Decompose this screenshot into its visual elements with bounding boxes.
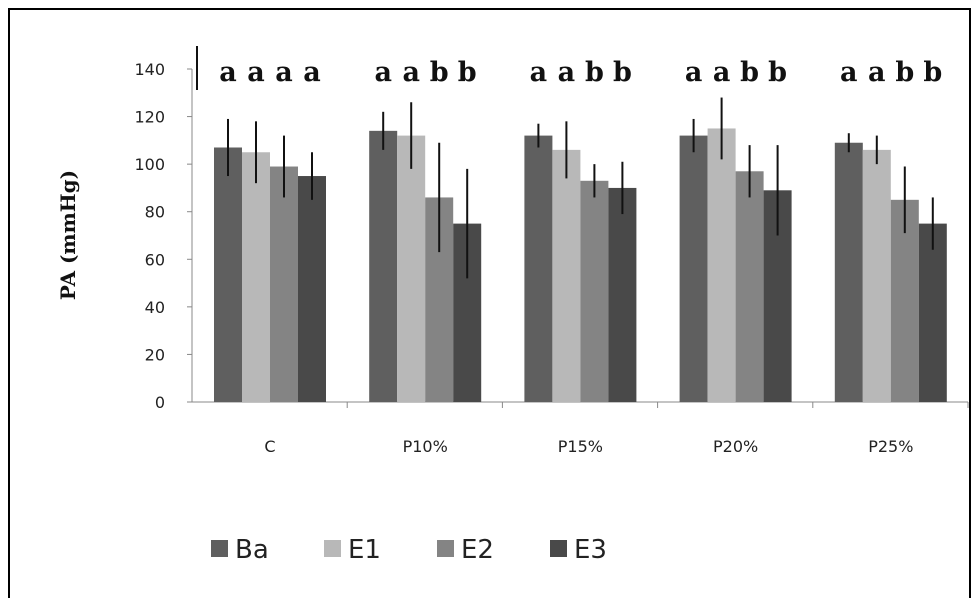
bar	[270, 166, 298, 402]
bar	[707, 128, 736, 402]
y-tick-label: 100	[134, 155, 165, 174]
figure-frame	[8, 8, 971, 598]
significance-letter: b	[613, 57, 632, 88]
bar	[862, 149, 891, 402]
bar	[242, 152, 270, 402]
x-tick-label: P25%	[868, 437, 913, 456]
bar	[735, 171, 764, 402]
legend-swatch	[437, 540, 454, 557]
significance-letter: b	[430, 57, 449, 88]
bars	[214, 128, 947, 403]
bar	[214, 147, 242, 402]
significance-letter: a	[275, 57, 293, 88]
legend: Ba E1 E2 E3	[211, 535, 607, 565]
bar	[608, 187, 637, 402]
legend-label: E2	[461, 535, 494, 565]
significance-letter: b	[458, 57, 477, 88]
significance-letter: a	[374, 57, 392, 88]
significance-letter: b	[895, 57, 914, 88]
bar	[890, 199, 919, 402]
significance-letter: a	[530, 57, 548, 88]
significance-letter: b	[768, 57, 787, 88]
legend-swatch	[211, 540, 228, 557]
y-tick-label: 60	[145, 250, 165, 269]
y-tick-label: 0	[155, 393, 165, 412]
bar	[552, 149, 581, 402]
y-tick-label: 80	[145, 203, 165, 222]
significance-letter: b	[923, 57, 942, 88]
y-tick-label: 120	[134, 108, 165, 127]
x-tick-label: P15%	[558, 437, 603, 456]
bar	[397, 135, 426, 402]
legend-swatch	[324, 540, 341, 557]
y-tick-label: 140	[134, 60, 165, 79]
bar	[580, 180, 609, 402]
significance-letter: b	[740, 57, 759, 88]
significance-letter: a	[558, 57, 576, 88]
y-tick-label: 20	[145, 345, 165, 364]
legend-swatch	[550, 540, 567, 557]
significance-letter: a	[713, 57, 731, 88]
x-tick-label: P20%	[713, 437, 758, 456]
x-tick-label: P10%	[403, 437, 448, 456]
y-tick-label: 40	[145, 298, 165, 317]
bar	[834, 142, 863, 402]
y-axis-title-group: PA (mmHg)	[56, 170, 80, 300]
legend-label: E3	[574, 535, 607, 565]
bar	[524, 135, 553, 402]
bar	[679, 135, 708, 402]
bar	[298, 176, 326, 402]
significance-letter: a	[840, 57, 858, 88]
axes: 0 20 40 60 80 100 120 140 C P10% P15% P20% P25%	[134, 60, 969, 456]
significance-letter: a	[402, 57, 420, 88]
significance-letter: a	[868, 57, 886, 88]
legend-label: Ba	[235, 535, 269, 565]
y-axis-title: PA (mmHg)	[56, 170, 80, 300]
x-tick-label: C	[264, 437, 275, 456]
significance-letter: b	[585, 57, 604, 88]
significance-letter: a	[685, 57, 703, 88]
error-bars	[227, 97, 934, 279]
significance-letter: a	[247, 57, 265, 88]
bar	[918, 223, 947, 402]
bar	[369, 130, 398, 403]
legend-label: E1	[348, 535, 381, 565]
significance-letter: a	[303, 57, 321, 88]
significance-letter: a	[219, 57, 237, 88]
